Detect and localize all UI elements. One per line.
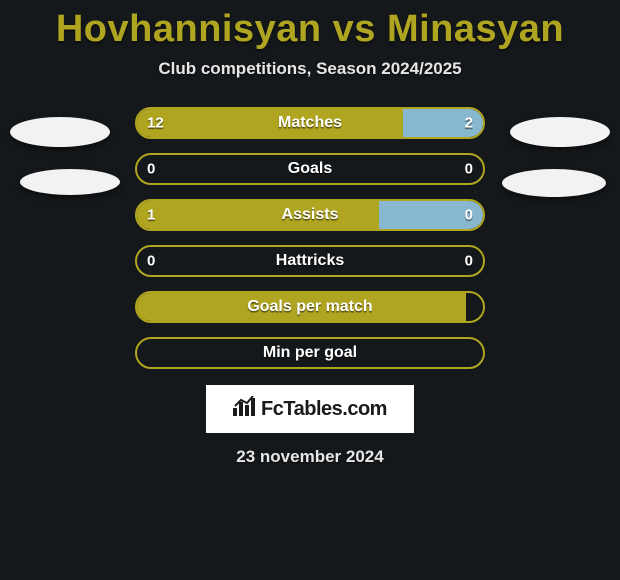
subtitle: Club competitions, Season 2024/2025 xyxy=(0,59,620,79)
bar-value-right: 2 xyxy=(465,115,473,132)
bar-value-right: 0 xyxy=(465,161,473,178)
bar-fill-left xyxy=(137,109,403,137)
bar-row: 12 2 Matches xyxy=(135,107,485,139)
bar-label: Matches xyxy=(278,114,342,132)
fctables-logo: FcTables.com xyxy=(206,385,414,433)
page-title: Hovhannisyan vs Minasyan xyxy=(0,0,620,51)
logo-text: FcTables.com xyxy=(261,398,387,421)
bar-row: 0 0 Hattricks xyxy=(135,245,485,277)
bar-value-right: 0 xyxy=(465,253,473,270)
bars-container: 12 2 Matches 0 0 Goals 1 0 Assists 0 0 Hattricks Goa… xyxy=(135,107,485,369)
comparison-chart: 12 2 Matches 0 0 Goals 1 0 Assists 0 0 Hattricks Goa… xyxy=(0,107,620,369)
player-left-avatar-2 xyxy=(20,169,120,195)
bar-label: Hattricks xyxy=(276,252,344,270)
date-text: 23 november 2024 xyxy=(0,447,620,467)
bar-value-left: 1 xyxy=(147,207,155,224)
bar-row: Min per goal xyxy=(135,337,485,369)
bar-fill-left xyxy=(137,201,379,229)
bar-label: Goals xyxy=(288,160,332,178)
bar-value-left: 0 xyxy=(147,253,155,270)
player-right-avatar-2 xyxy=(502,169,606,197)
chart-icon xyxy=(233,396,257,422)
bar-label: Assists xyxy=(282,206,339,224)
bar-row: 1 0 Assists xyxy=(135,199,485,231)
player-right-avatar-1 xyxy=(510,117,610,147)
bar-value-left: 12 xyxy=(147,115,164,132)
bar-label: Goals per match xyxy=(247,298,372,316)
bar-label: Min per goal xyxy=(263,344,357,362)
bar-row: Goals per match xyxy=(135,291,485,323)
player-left-avatar-1 xyxy=(10,117,110,147)
bar-value-right: 0 xyxy=(465,207,473,224)
bar-row: 0 0 Goals xyxy=(135,153,485,185)
bar-value-left: 0 xyxy=(147,161,155,178)
